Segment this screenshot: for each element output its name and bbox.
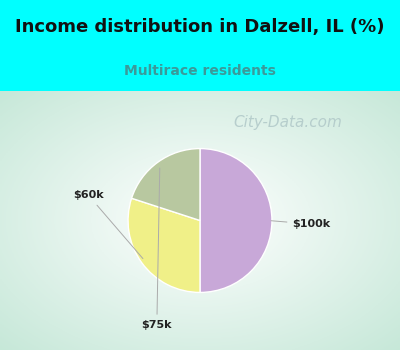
Text: Income distribution in Dalzell, IL (%): Income distribution in Dalzell, IL (%) (15, 18, 385, 36)
Wedge shape (132, 148, 200, 220)
Wedge shape (128, 198, 200, 293)
Text: $100k: $100k (271, 219, 330, 229)
Text: $60k: $60k (73, 190, 143, 259)
Text: Multirace residents: Multirace residents (124, 64, 276, 78)
Text: City-Data.com: City-Data.com (234, 114, 342, 130)
Wedge shape (200, 148, 272, 293)
Text: $75k: $75k (142, 168, 172, 330)
